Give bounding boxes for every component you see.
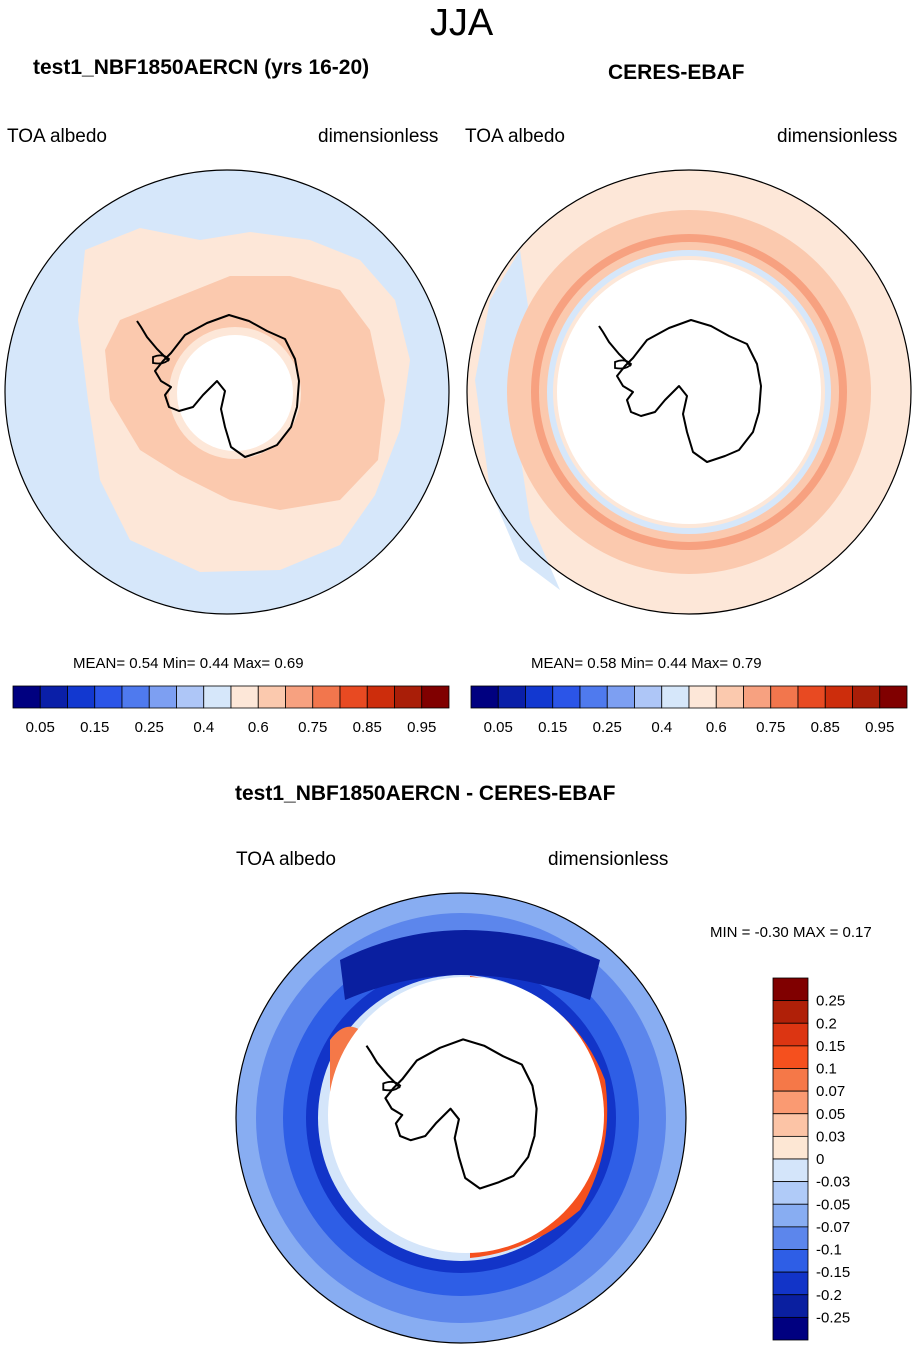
obs-polar-map (466, 169, 912, 615)
colorbar-swatch (94, 685, 123, 709)
obs-units-label: dimensionless (777, 126, 898, 147)
colorbar-tick-label: 0.1 (816, 1061, 837, 1078)
model-stats: MEAN= 0.54 Min= 0.44 Max= 0.69 (73, 655, 304, 672)
colorbar-tick-label: -0.03 (816, 1174, 850, 1191)
colorbar-tick-label: 0.05 (26, 719, 55, 736)
colorbar-swatch (772, 1226, 809, 1250)
colorbar-tick-label: 0.25 (135, 719, 164, 736)
diff-panel-title: test1_NBF1850AERCN - CERES-EBAF (235, 782, 616, 805)
colorbar-swatch (661, 685, 690, 709)
colorbar-tick-label: 0.03 (816, 1128, 845, 1145)
colorbar-swatch (148, 685, 177, 709)
colorbar-swatch (606, 685, 635, 709)
colorbar-tick-label: 0 (816, 1151, 824, 1168)
colorbar-tick-label: -0.15 (816, 1264, 850, 1281)
colorbar-tick-label: 0.15 (80, 719, 109, 736)
colorbar-tick-label: 0.85 (353, 719, 382, 736)
colorbar-swatch (852, 685, 881, 709)
colorbar-tick-label: 0.95 (865, 719, 894, 736)
colorbar-swatch (579, 685, 608, 709)
colorbar-swatch (470, 685, 499, 709)
colorbar-tick-label: -0.25 (816, 1309, 850, 1326)
colorbar-tick-label: 0.85 (811, 719, 840, 736)
colorbar-tick-label: 0.95 (407, 719, 436, 736)
colorbar-tick-label: 0.4 (193, 719, 214, 736)
colorbar-tick-label: 0.05 (484, 719, 513, 736)
colorbar-tick-label: 0.4 (651, 719, 672, 736)
diff-stats: MIN = -0.30 MAX = 0.17 (710, 924, 872, 941)
colorbar-swatch (772, 1022, 809, 1047)
colorbar-tick-label: 0.6 (706, 719, 727, 736)
colorbar-swatch (12, 685, 41, 709)
diff-variable-label: TOA albedo (236, 849, 337, 870)
colorbar-tick-label: -0.1 (816, 1242, 842, 1259)
colorbar-tick-label: 0.15 (816, 1038, 845, 1055)
model-polar-map (4, 169, 450, 615)
colorbar-swatch (879, 685, 908, 709)
colorbar-swatch (634, 685, 663, 709)
obs-variable-label: TOA albedo (465, 126, 566, 147)
obs-colorbar: 0.05 0.15 0.25 0.4 0.6 0.75 0.85 0.95 (470, 685, 908, 736)
colorbar-tick-label: -0.2 (816, 1287, 842, 1304)
diff-units-label: dimensionless (548, 849, 669, 870)
colorbar-swatch (772, 1271, 809, 1296)
colorbar-swatch (176, 685, 205, 709)
colorbar-tick-label: 0.75 (756, 719, 785, 736)
colorbar-swatch (394, 685, 423, 709)
colorbar-swatch (285, 685, 314, 709)
colorbar-swatch (339, 685, 368, 709)
colorbar-tick-label: 0.6 (248, 719, 269, 736)
colorbar-swatch (772, 1135, 809, 1160)
colorbar-swatch (772, 1045, 809, 1069)
colorbar-swatch (797, 685, 826, 709)
model-variable-label: TOA albedo (7, 126, 108, 147)
colorbar-swatch (772, 1000, 809, 1024)
colorbar-swatch (257, 685, 286, 709)
diff-polar-map (235, 892, 687, 1344)
colorbar-swatch (772, 1203, 809, 1228)
colorbar-tick-label: 0.25 (816, 993, 845, 1010)
colorbar-tick-label: 0.2 (816, 1015, 837, 1032)
model-units-label: dimensionless (318, 126, 439, 147)
colorbar-swatch (772, 977, 809, 1002)
colorbar-swatch (772, 1158, 809, 1183)
figure-title: JJA (429, 2, 494, 44)
colorbar-swatch (230, 685, 259, 709)
colorbar-swatch (688, 685, 717, 709)
colorbar-tick-label: 0.07 (816, 1083, 845, 1100)
diff-colorbar: 0.25 0.2 0.15 0.1 0.07 0.05 0.03 0 -0.03 -0.05 -0.… (772, 977, 850, 1341)
colorbar-swatch (312, 685, 341, 709)
colorbar-tick-label: -0.05 (816, 1196, 850, 1213)
colorbar-swatch (552, 685, 581, 709)
colorbar-swatch (743, 685, 772, 709)
colorbar-swatch (772, 1316, 809, 1341)
colorbar-swatch (824, 685, 853, 709)
model-panel-title: test1_NBF1850AERCN (yrs 16-20) (33, 56, 370, 79)
colorbar-tick-label: 0.25 (593, 719, 622, 736)
colorbar-swatch (121, 685, 150, 709)
colorbar-tick-label: -0.07 (816, 1219, 850, 1236)
colorbar-swatch (67, 685, 96, 709)
obs-panel-title: CERES-EBAF (608, 61, 745, 84)
colorbar-tick-label: 0.75 (298, 719, 327, 736)
colorbar-swatch (421, 685, 450, 709)
colorbar-swatch (772, 1113, 809, 1137)
colorbar-swatch (772, 1090, 809, 1115)
colorbar-swatch (203, 685, 232, 709)
colorbar-swatch (497, 685, 526, 709)
colorbar-swatch (715, 685, 744, 709)
colorbar-tick-label: 0.05 (816, 1106, 845, 1123)
obs-stats: MEAN= 0.58 Min= 0.44 Max= 0.79 (531, 655, 762, 672)
colorbar-swatch (772, 1181, 809, 1205)
colorbar-swatch (39, 685, 68, 709)
colorbar-swatch (772, 1068, 809, 1092)
colorbar-swatch (770, 685, 799, 709)
colorbar-swatch (772, 1294, 809, 1318)
colorbar-tick-label: 0.15 (538, 719, 567, 736)
colorbar-swatch (525, 685, 554, 709)
model-colorbar: 0.05 0.15 0.25 0.4 0.6 0.75 0.85 0.95 (12, 685, 450, 736)
colorbar-swatch (772, 1249, 809, 1273)
colorbar-swatch (366, 685, 395, 709)
